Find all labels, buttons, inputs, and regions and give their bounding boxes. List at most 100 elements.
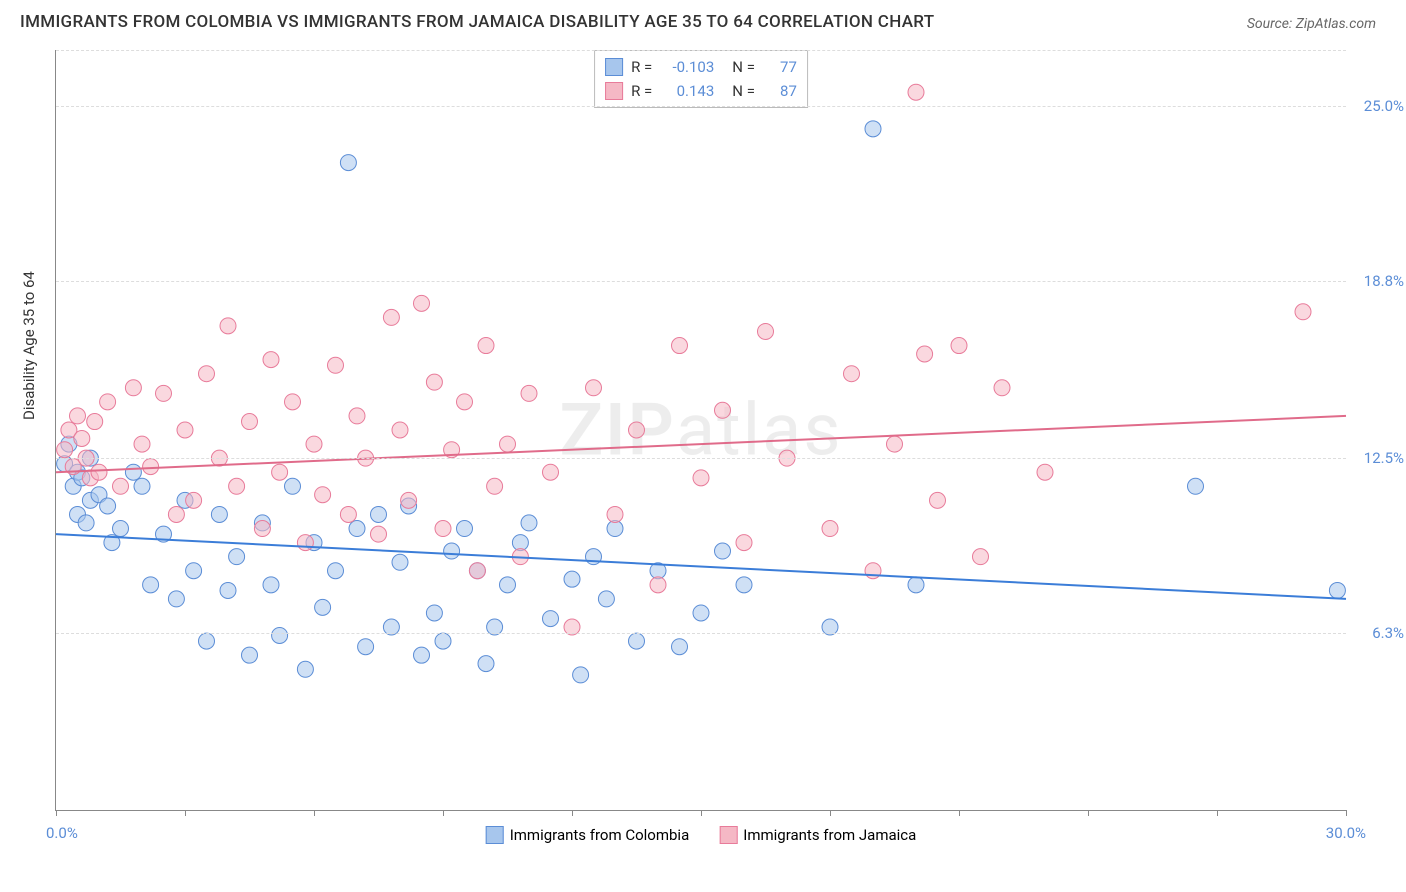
data-point [629,633,645,649]
data-point [844,366,860,382]
chart-title: IMMIGRANTS FROM COLOMBIA VS IMMIGRANTS F… [20,12,934,32]
data-point [358,639,374,655]
data-point [672,338,688,354]
data-point [435,521,451,537]
data-point [315,487,331,503]
data-point [426,605,442,621]
data-point [220,582,236,598]
data-point [1037,464,1053,480]
legend-n-value-jamaica: 87 [767,79,797,103]
legend-row-colombia: R = -0.103 N = 77 [605,55,797,79]
data-point [134,478,150,494]
legend-n-label: N = [732,55,755,79]
data-point [672,639,688,655]
data-point [272,627,288,643]
data-point [973,549,989,565]
data-point [177,422,193,438]
data-point [865,121,881,137]
x-tick [701,810,702,816]
data-point [220,318,236,334]
y-tick-label: 25.0% [1364,97,1404,115]
data-point [168,506,184,522]
data-point [917,346,933,362]
data-point [349,408,365,424]
data-point [887,436,903,452]
data-point [371,506,387,522]
data-point [426,374,442,390]
data-point [285,394,301,410]
x-tick [572,810,573,816]
correlation-legend: R = -0.103 N = 77 R = 0.143 N = 87 [594,50,808,108]
legend-swatch-jamaica [605,82,623,100]
data-point [607,506,623,522]
data-point [736,577,752,593]
data-point [908,577,924,593]
data-point [414,647,430,663]
data-point [156,385,172,401]
data-point [328,563,344,579]
scatter-plot-svg [56,50,1346,810]
x-tick [1346,810,1347,816]
data-point [242,414,258,430]
gridline [56,458,1346,459]
data-point [229,478,245,494]
data-point [564,571,580,587]
x-tick [1088,810,1089,816]
data-point [211,506,227,522]
gridline [56,106,1346,107]
data-point [113,478,129,494]
data-point [908,84,924,100]
data-point [78,515,94,531]
x-min-label: 0.0% [46,824,78,842]
data-point [457,521,473,537]
data-point [229,549,245,565]
data-point [392,422,408,438]
data-point [521,515,537,531]
data-point [715,543,731,559]
data-point [349,521,365,537]
data-point [57,442,73,458]
legend-swatch-colombia [605,58,623,76]
legend-n-label: N = [732,79,755,103]
data-point [521,385,537,401]
data-point [306,436,322,452]
trend-line [56,534,1346,599]
data-point [168,591,184,607]
data-point [693,470,709,486]
data-point [340,506,356,522]
data-point [930,492,946,508]
data-point [543,464,559,480]
data-point [435,633,451,649]
data-point [70,408,86,424]
data-point [392,554,408,570]
y-axis-label: Disability Age 35 to 64 [20,271,38,420]
legend-r-value-colombia: -0.103 [664,55,714,79]
data-point [297,661,313,677]
data-point [371,526,387,542]
data-point [650,577,666,593]
x-tick [185,810,186,816]
x-tick [959,810,960,816]
data-point [297,535,313,551]
data-point [186,492,202,508]
data-point [100,498,116,514]
x-tick [56,810,57,816]
data-point [822,521,838,537]
data-point [186,563,202,579]
data-point [598,591,614,607]
data-point [340,155,356,171]
data-point [143,459,159,475]
data-point [478,656,494,672]
data-point [994,380,1010,396]
gridline [56,50,1346,51]
data-point [500,577,516,593]
data-point [263,577,279,593]
data-point [285,478,301,494]
legend-item-colombia: Immigrants from Colombia [486,826,690,844]
data-point [457,394,473,410]
data-point [693,605,709,621]
data-point [91,464,107,480]
data-point [758,323,774,339]
data-point [254,521,270,537]
data-point [383,309,399,325]
